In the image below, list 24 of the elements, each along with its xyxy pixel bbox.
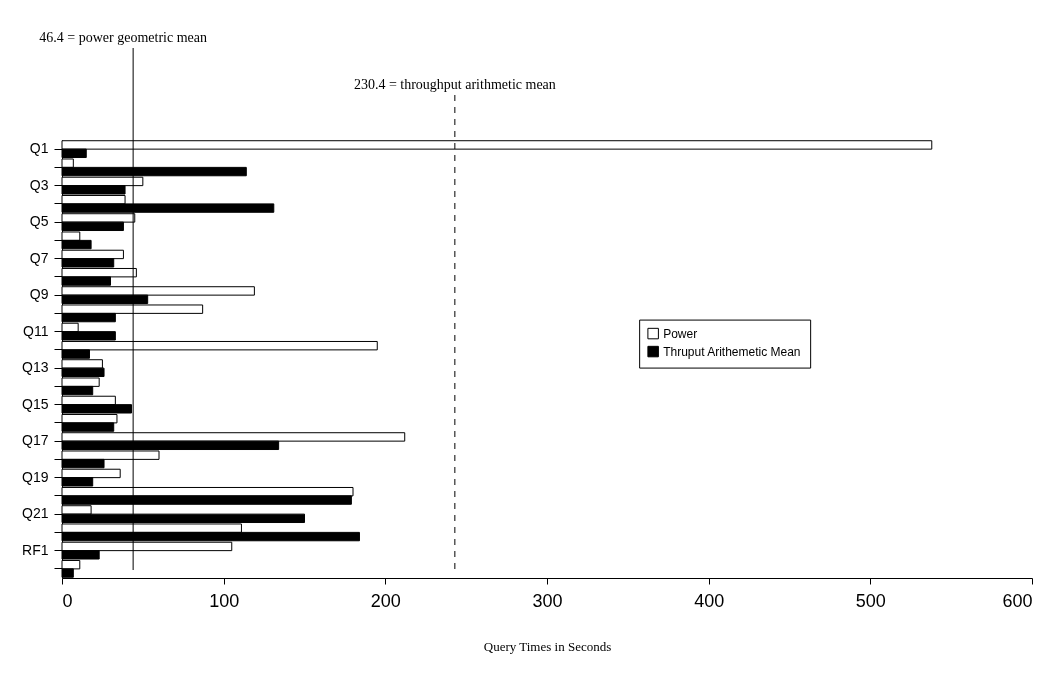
y-tick-label: Q1 <box>29 140 49 157</box>
legend-label: Power <box>663 326 698 341</box>
y-tick-label: Q17 <box>22 432 49 449</box>
x-tick-label: 400 <box>694 590 725 611</box>
x-tick-label: 500 <box>855 590 886 611</box>
y-tick-label: Q9 <box>29 286 49 303</box>
x-tick-label: 0 <box>62 590 73 611</box>
x-tick-label: 300 <box>532 590 563 611</box>
ref-line-label: 46.4 = power geometric mean <box>39 30 207 45</box>
x-tick-label: 100 <box>209 590 240 611</box>
y-tick-label: Q15 <box>22 395 49 412</box>
y-tick-label: Q21 <box>22 505 49 522</box>
x-tick-label: 200 <box>370 590 401 611</box>
y-tick-label: Q7 <box>29 249 49 266</box>
y-tick-label: Q13 <box>22 359 49 376</box>
x-tick-label: 600 <box>1002 590 1033 611</box>
y-tick-label: Q5 <box>29 213 49 230</box>
y-tick-label: Q3 <box>29 176 49 193</box>
x-axis-title: Query Times in Seconds <box>483 638 612 654</box>
y-tick-label: Q19 <box>22 468 49 485</box>
y-tick-label: RF1 <box>22 541 49 558</box>
legend-label: Thruput Arithemetic Mean <box>663 344 801 359</box>
y-tick-label: Q11 <box>23 322 49 339</box>
ref-line-label: 230.4 = throughput arithmetic mean <box>353 77 556 92</box>
